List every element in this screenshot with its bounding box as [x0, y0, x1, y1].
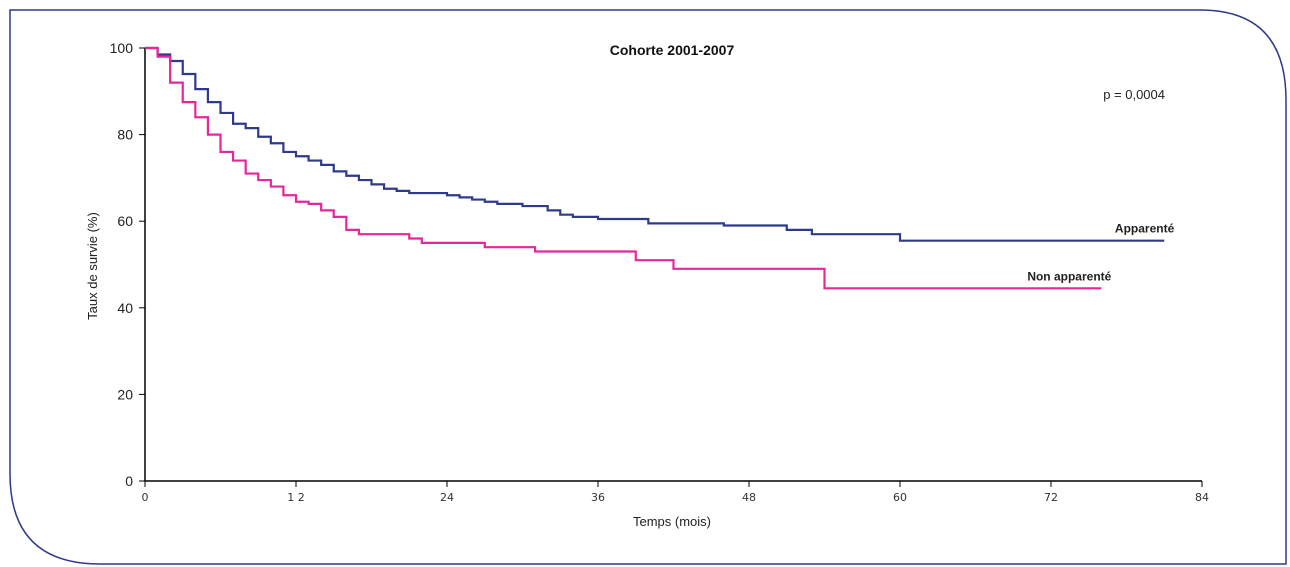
- y-tick-label: 40: [117, 300, 133, 316]
- y-tick-label: 100: [110, 40, 134, 56]
- x-tick-label: 36: [591, 491, 605, 504]
- x-tick-label: 0: [142, 491, 149, 504]
- x-tick-label: 48: [742, 491, 756, 504]
- y-tick-label: 0: [125, 473, 133, 489]
- frame-border: [9, 9, 1287, 565]
- series-layer: Apparenté Non apparenté: [145, 46, 1175, 290]
- x-tick-label: 60: [893, 491, 907, 504]
- x-tick-label: 24: [440, 491, 454, 504]
- x-axis-title: Temps (mois): [633, 514, 711, 529]
- y-tick-label: 20: [117, 386, 133, 402]
- axes: 0 20 40 60 80 100 0 1 2 24 36 48 60 72 84: [110, 40, 1209, 504]
- series-label-non-apparente: Non apparenté: [1027, 269, 1111, 283]
- x-tick-label: 84: [1195, 491, 1209, 504]
- y-axis-title: Taux de survie (%): [85, 212, 100, 320]
- y-tick-label: 60: [117, 213, 133, 229]
- series-line-apparente: [145, 46, 1165, 242]
- x-tick-label: 72: [1044, 491, 1058, 504]
- series-line-non-apparente: [145, 46, 1102, 290]
- x-tick-label: 1 2: [287, 491, 305, 504]
- y-tick-label: 80: [117, 127, 133, 143]
- p-value-annotation: p = 0,0004: [1103, 87, 1165, 102]
- series-label-apparente: Apparenté: [1115, 222, 1175, 236]
- chart-title: Cohorte 2001-2007: [610, 42, 735, 58]
